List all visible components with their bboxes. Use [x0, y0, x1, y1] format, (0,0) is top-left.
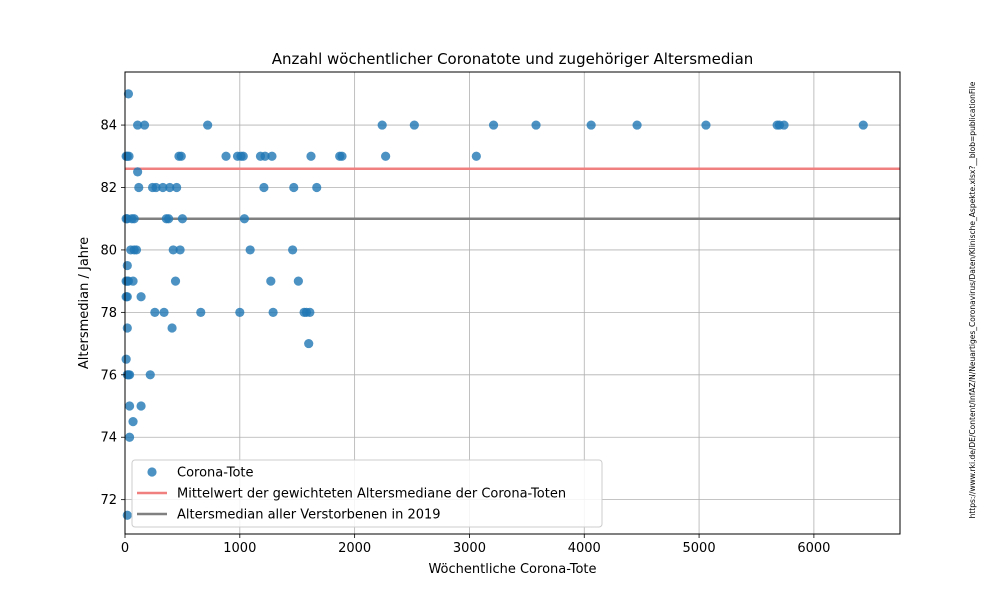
data-point — [159, 307, 169, 317]
data-point — [124, 401, 135, 411]
data-point — [304, 338, 314, 349]
x-tick-label: 0 — [121, 541, 129, 556]
legend-label: Mittelwert der gewichteten Altersmediane… — [177, 487, 566, 502]
data-point — [124, 432, 135, 442]
data-point — [128, 276, 138, 286]
data-point — [409, 120, 419, 130]
data-point — [337, 151, 347, 161]
x-tick-label: 5000 — [683, 541, 716, 556]
axis-ticks: 0 1000 2000 3000 4000 5000 6000 72 74 76 78 80 82 84 — [100, 119, 830, 556]
data-point — [136, 401, 146, 411]
data-point — [288, 245, 298, 255]
data-point — [312, 182, 322, 193]
legend: Corona-Tote Mittelwert der gewichteten Al… — [131, 459, 603, 528]
data-point — [289, 182, 299, 193]
data-point — [122, 323, 132, 333]
legend-label: Altersmedian aller Verstorbenen in 2019 — [177, 508, 441, 523]
reference-lines — [125, 167, 900, 220]
y-tick-label: 72 — [100, 493, 117, 508]
legend-marker — [147, 467, 157, 477]
source-url-note[interactable]: https://www.rki.de/DE/Content/InfAZ/N/Ne… — [968, 81, 977, 518]
data-point — [139, 120, 150, 130]
data-point — [129, 214, 139, 224]
data-point — [177, 214, 188, 224]
data-point — [779, 120, 789, 130]
data-point — [121, 354, 131, 364]
data-point — [531, 120, 541, 130]
data-point — [133, 167, 143, 177]
data-point — [701, 120, 711, 130]
data-point — [381, 151, 391, 161]
legend-box — [131, 459, 603, 528]
data-point — [136, 292, 146, 302]
data-point — [259, 182, 269, 193]
data-point — [131, 245, 142, 255]
data-point — [305, 307, 315, 317]
data-point — [121, 151, 131, 161]
data-point — [124, 370, 135, 380]
x-tick-label: 6000 — [797, 541, 830, 556]
data-point — [268, 307, 278, 317]
y-tick-label: 78 — [100, 306, 117, 321]
y-axis-label: Altersmedian / Jahre — [77, 237, 92, 369]
data-point — [134, 182, 144, 193]
data-point — [293, 276, 303, 286]
data-point — [150, 307, 160, 317]
chart-title: Anzahl wöchentlicher Coronatote und zuge… — [272, 50, 754, 68]
data-point — [128, 417, 138, 427]
data-point — [260, 151, 270, 161]
x-tick-label: 3000 — [453, 541, 486, 556]
data-point — [172, 182, 182, 193]
data-point — [221, 151, 231, 161]
data-point — [488, 120, 499, 130]
data-point — [133, 120, 143, 130]
data-point — [167, 323, 177, 333]
x-tick-label: 2000 — [338, 541, 371, 556]
data-point — [632, 120, 642, 130]
data-point — [164, 214, 174, 224]
y-tick-label: 80 — [100, 243, 117, 258]
data-point — [267, 151, 277, 161]
data-point — [122, 292, 132, 302]
x-tick-label: 4000 — [568, 541, 601, 556]
data-point — [377, 120, 387, 130]
data-point — [203, 120, 213, 130]
data-point — [196, 307, 206, 317]
data-point — [176, 151, 186, 161]
x-tick-label: 1000 — [223, 541, 256, 556]
data-point — [239, 214, 250, 224]
data-point — [245, 245, 255, 255]
data-point — [145, 370, 155, 380]
data-point — [175, 245, 185, 255]
data-point — [235, 307, 245, 317]
y-tick-label: 76 — [100, 368, 117, 383]
data-point — [168, 245, 178, 255]
data-point — [151, 182, 161, 193]
data-point — [858, 120, 868, 130]
y-tick-label: 84 — [100, 119, 117, 134]
data-point — [471, 151, 481, 161]
data-point — [170, 276, 181, 286]
data-point — [122, 510, 132, 520]
data-point — [165, 182, 175, 193]
data-point — [586, 120, 596, 130]
data-point — [306, 151, 316, 161]
data-point — [238, 151, 248, 161]
data-point — [123, 89, 134, 99]
x-axis-label: Wöchentliche Corona-Tote — [428, 562, 596, 577]
plot-frame — [124, 71, 901, 535]
y-tick-label: 74 — [100, 431, 117, 446]
data-point — [122, 260, 132, 271]
scatter-points — [121, 89, 868, 520]
data-point — [266, 276, 276, 286]
data-point — [158, 182, 168, 193]
legend-label: Corona-Tote — [177, 466, 254, 481]
y-tick-label: 82 — [100, 181, 117, 196]
